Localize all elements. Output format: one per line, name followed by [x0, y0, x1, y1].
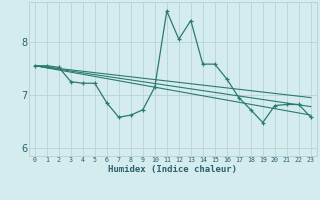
X-axis label: Humidex (Indice chaleur): Humidex (Indice chaleur): [108, 165, 237, 174]
